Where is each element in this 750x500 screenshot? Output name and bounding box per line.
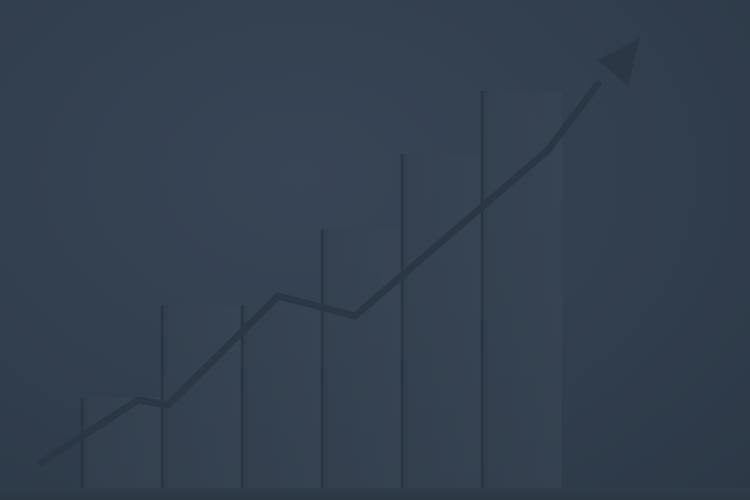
- growth-arrow-line: [38, 80, 602, 466]
- bar-3: [242, 305, 322, 490]
- bar-6: [482, 91, 562, 490]
- floor-shadow: [0, 488, 750, 500]
- bar-5: [402, 154, 482, 490]
- bar-4: [322, 229, 402, 490]
- bars-group: [80, 91, 562, 490]
- growth-arrow-head: [598, 38, 640, 86]
- growth-arrow-icon: [38, 38, 640, 466]
